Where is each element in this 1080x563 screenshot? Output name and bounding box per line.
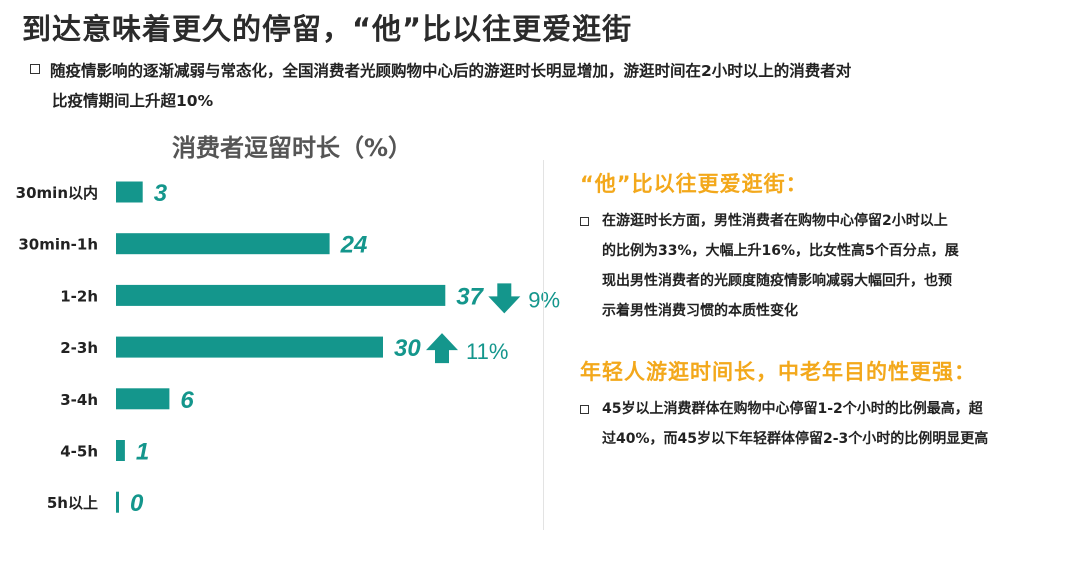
bar (116, 284, 446, 306)
bar (116, 388, 170, 410)
section-body-line: 现出男性消费者的光顾度随疫情影响减弱大幅回升，也预 (602, 273, 952, 289)
value-label: 6 (180, 387, 194, 414)
section-body-line: 示着男性消费习惯的本质性变化 (602, 303, 798, 319)
value-label: 30 (394, 335, 421, 362)
section-heading-age: 年轻人游逛时间长，中老年目的性更强： (580, 360, 976, 384)
section-male-shopping: “他”比以往更爱逛街： 在游逛时长方面，男性消费者在购物中心停留2小时以上 的比… (580, 168, 1060, 326)
value-label: 0 (130, 490, 144, 517)
category-label: 30min-1h (18, 236, 98, 254)
section-body-line: 的比例为33%，大幅上升16%，比女性高5个百分点，展 (602, 243, 959, 259)
dwell-time-bar-chart: 30min以内 3 30min-1h 24 1-2h 37 2-3h 30 3-4h 6 4-5h 1… (16, 180, 560, 517)
bar (116, 181, 143, 203)
category-label: 2-3h (60, 339, 98, 357)
bar (116, 336, 383, 358)
bar (116, 491, 119, 513)
bullet-square-icon (580, 405, 589, 414)
intro-paragraph: 随疫情影响的逐渐减弱与常态化，全国消费者光顾购物中心后的游逛时长明显增加，游逛时… (30, 56, 1050, 116)
category-label: 5h以上 (47, 494, 98, 512)
section-body-line: 过40%，而45岁以下年轻群体停留2-3个小时的比例明显更高 (602, 431, 989, 447)
bar (116, 233, 330, 255)
intro-line-1: 随疫情影响的逐渐减弱与常态化，全国消费者光顾购物中心后的游逛时长明显增加，游逛时… (50, 62, 852, 80)
intro-line-2: 比疫情期间上升超10% (52, 92, 214, 110)
value-label: 3 (154, 180, 168, 207)
section-age-groups: 年轻人游逛时间长，中老年目的性更强： 45岁以上消费群体在购物中心停留1-2个小… (580, 356, 1060, 454)
section-body-male: 在游逛时长方面，男性消费者在购物中心停留2小时以上 的比例为33%，大幅上升16… (580, 206, 1060, 326)
bullet-square-icon (580, 217, 589, 226)
category-label: 1-2h (60, 287, 98, 305)
section-heading-male: “他”比以往更爱逛街： (580, 172, 808, 196)
arrow-down-icon (488, 283, 521, 314)
section-body-age: 45岁以上消费群体在购物中心停留1-2个小时的比例最高，超 过40%，而45岁以… (580, 394, 1060, 454)
section-body-line: 在游逛时长方面，男性消费者在购物中心停留2小时以上 (602, 213, 948, 229)
value-label: 37 (456, 283, 484, 310)
value-label: 24 (340, 232, 368, 259)
arrow-up-icon (426, 333, 458, 364)
bullet-square-icon (30, 64, 40, 74)
category-label: 3-4h (60, 391, 98, 409)
bar (116, 440, 125, 461)
value-label: 1 (136, 439, 149, 466)
divider-line (543, 160, 544, 530)
category-label: 30min以内 (16, 184, 98, 202)
chart-title: 消费者逗留时长（%） (172, 134, 413, 162)
change-annotation: 11% (466, 339, 508, 364)
page-title: 到达意味着更久的停留，“他”比以往更爱逛街 (22, 12, 633, 46)
category-label: 4-5h (60, 443, 98, 461)
change-annotation: 9% (528, 287, 560, 312)
section-body-line: 45岁以上消费群体在购物中心停留1-2个小时的比例最高，超 (602, 401, 983, 417)
